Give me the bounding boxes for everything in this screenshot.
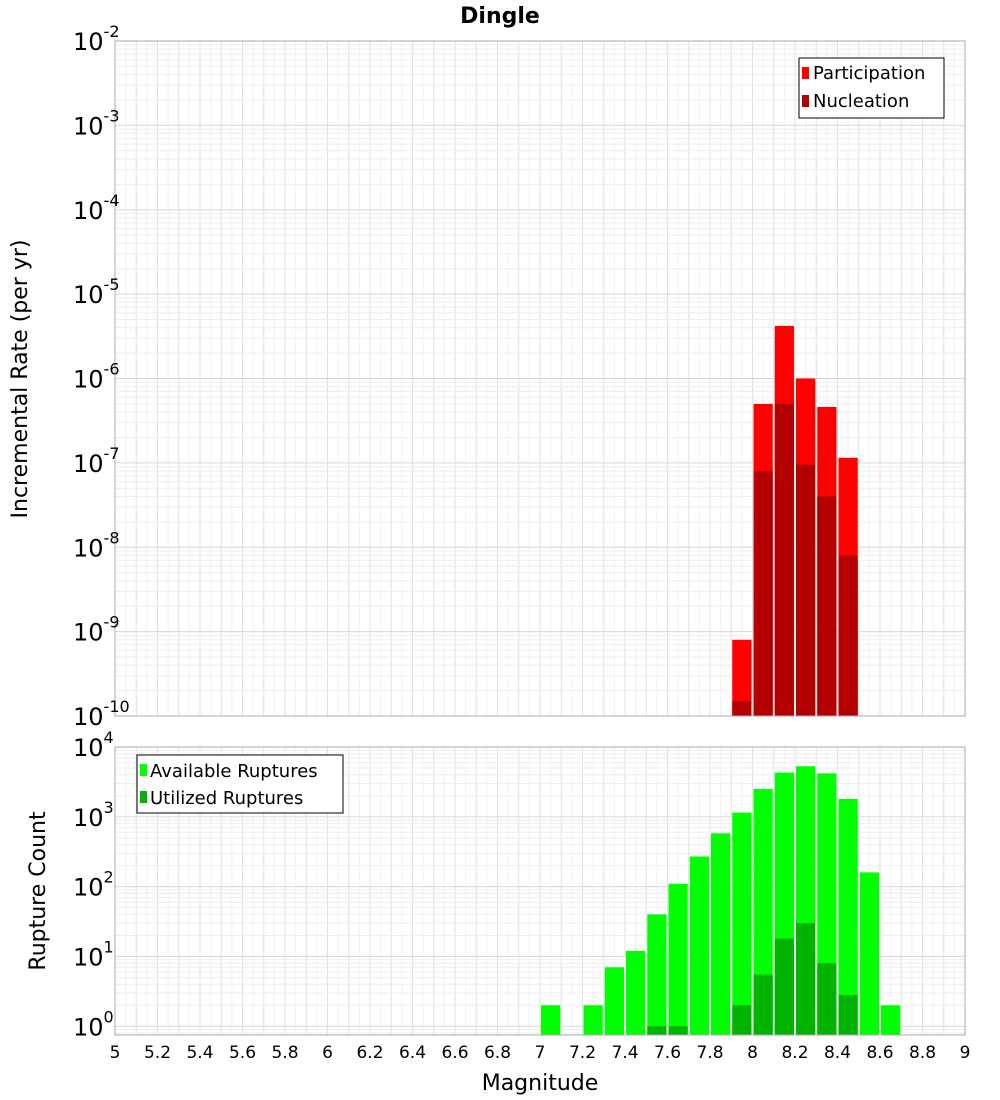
rate-bar-participation <box>732 639 752 716</box>
count-y-tick-label: 102 <box>73 868 114 902</box>
x-tick-label: 7.6 <box>654 1043 681 1063</box>
rate-y-tick-label: 10-10 <box>73 697 130 731</box>
rate-y-tick-label: 10-5 <box>73 275 120 309</box>
x-tick-label: 5.8 <box>271 1043 298 1063</box>
x-tick-label: 7.8 <box>696 1043 723 1063</box>
count-plot-legend-box <box>136 754 344 814</box>
legend-label-participation: Participation <box>813 63 925 84</box>
count-bar-available-ruptures <box>626 950 646 1035</box>
count-bar-available-ruptures <box>711 833 731 1035</box>
x-tick-label: 8.4 <box>824 1043 851 1063</box>
x-tick-label: 5.6 <box>229 1043 256 1063</box>
rate-y-tick-label: 10-2 <box>73 22 120 56</box>
x-tick-label: 8 <box>747 1043 758 1063</box>
rate-plot-y-ticks: 10-10 10-9 10-8 10-7 10-6 10-5 10-4 10-3 10-2 <box>73 22 130 731</box>
count-y-tick-label: 103 <box>73 798 114 832</box>
count-plot-y-ticks: 100 101 102 103 104 <box>73 728 114 1041</box>
x-tick-label: 6.2 <box>356 1043 383 1063</box>
x-tick-label: 5.4 <box>186 1043 213 1063</box>
count-bar-available-ruptures <box>604 967 624 1035</box>
count-plot-legend: Available Ruptures Utilized Ruptures <box>136 754 344 814</box>
count-bar-utilized-ruptures <box>796 923 816 1035</box>
rate-bar-nucleation <box>732 701 752 716</box>
rate-y-tick-label: 10-6 <box>73 360 120 394</box>
x-tick-label: 9 <box>960 1043 971 1063</box>
legend-label-utilized-ruptures: Utilized Ruptures <box>150 788 303 809</box>
count-bar-utilized-ruptures <box>732 1005 752 1035</box>
x-tick-label: 6 <box>322 1043 333 1063</box>
rate-plot-grid <box>114 40 966 717</box>
count-bar-utilized-ruptures <box>753 974 773 1035</box>
x-tick-label: 8.2 <box>781 1043 808 1063</box>
x-tick-label: 8.6 <box>866 1043 893 1063</box>
x-axis-ticks: 5 5.2 5.4 5.6 5.8 6 6.2 6.4 6.6 6.8 7 7.2 7.4 7.6 7.8 8… <box>110 1043 971 1063</box>
legend-label-nucleation: Nucleation <box>813 91 909 112</box>
rate-bar-nucleation <box>796 464 816 716</box>
count-y-tick-label: 100 <box>73 1007 114 1041</box>
rate-bar-nucleation <box>817 496 837 716</box>
legend-swatch-available-ruptures <box>140 764 147 776</box>
x-tick-label: 8.8 <box>909 1043 936 1063</box>
count-bar-available-ruptures <box>541 1005 561 1035</box>
count-bar-available-ruptures <box>881 1005 901 1035</box>
rate-plot-y-axis-label: Incremental Rate (per yr) <box>8 240 33 519</box>
count-bar-available-ruptures <box>753 789 773 1035</box>
count-bar-utilized-ruptures <box>647 1026 667 1035</box>
legend-label-available-ruptures: Available Ruptures <box>150 761 318 782</box>
count-bar-utilized-ruptures <box>817 963 837 1035</box>
rate-plot-bars <box>732 325 858 716</box>
chart-title: Dingle <box>460 4 540 29</box>
x-tick-label: 7.4 <box>611 1043 638 1063</box>
count-bar-available-ruptures <box>859 872 879 1035</box>
x-tick-label: 6.8 <box>484 1043 511 1063</box>
rate-bar-nucleation <box>838 555 858 716</box>
count-bar-available-ruptures <box>732 812 752 1035</box>
count-plot-bars <box>541 766 901 1035</box>
count-y-tick-label: 101 <box>73 937 114 971</box>
rate-bar-nucleation <box>753 471 773 716</box>
legend-swatch-nucleation <box>802 95 809 107</box>
legend-swatch-utilized-ruptures <box>140 791 147 803</box>
x-tick-label: 6.4 <box>399 1043 426 1063</box>
rate-y-tick-label: 10-4 <box>73 191 120 225</box>
rate-y-tick-label: 10-7 <box>73 444 120 478</box>
count-plot-y-axis-label: Rupture Count <box>26 811 51 971</box>
rate-y-tick-label: 10-8 <box>73 528 120 562</box>
count-bar-available-ruptures <box>647 914 667 1035</box>
rate-plot-frame <box>114 40 966 717</box>
count-plot-panel: 100 101 102 103 104 5 5.2 5.4 5.6 5.8 6 6.2 6.4 6.6 6… <box>26 728 970 1096</box>
rate-y-tick-label: 10-9 <box>73 613 120 647</box>
x-tick-label: 5.2 <box>144 1043 171 1063</box>
rate-bar-nucleation <box>774 403 794 716</box>
count-plot-grid <box>114 746 966 1035</box>
x-tick-label: 7.2 <box>569 1043 596 1063</box>
count-y-tick-label: 104 <box>73 728 114 762</box>
count-plot-frame <box>114 746 966 1036</box>
x-tick-label: 7 <box>535 1043 546 1063</box>
rate-plot-panel: 10-10 10-9 10-8 10-7 10-6 10-5 10-4 10-3 10-2 In… <box>8 22 966 731</box>
rate-plot-legend: Participation Nucleation <box>798 57 945 119</box>
legend-swatch-participation <box>802 67 809 79</box>
count-bar-utilized-ruptures <box>668 1026 688 1035</box>
x-tick-label: 6.6 <box>441 1043 468 1063</box>
rate-y-tick-label: 10-3 <box>73 106 120 140</box>
x-tick-label: 5 <box>110 1043 121 1063</box>
count-bar-available-ruptures <box>583 1005 603 1035</box>
count-bar-utilized-ruptures <box>774 938 794 1035</box>
count-bar-available-ruptures <box>689 856 709 1035</box>
count-bar-available-ruptures <box>838 798 858 1035</box>
count-bar-utilized-ruptures <box>838 995 858 1035</box>
x-axis-label: Magnitude <box>482 1071 599 1096</box>
rate-plot-legend-box <box>798 57 945 119</box>
count-bar-available-ruptures <box>668 883 688 1035</box>
